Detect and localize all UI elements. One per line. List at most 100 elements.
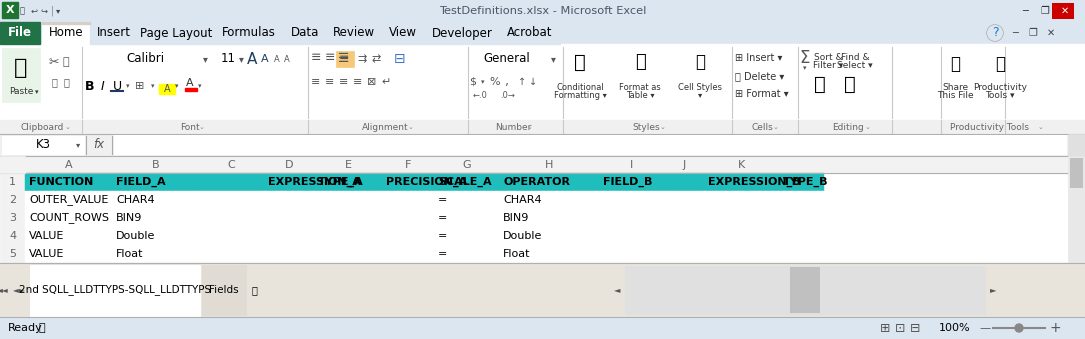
Bar	[90, 22, 138, 44]
Text: CHAR4: CHAR4	[116, 195, 155, 205]
Text: 🔧: 🔧	[995, 55, 1005, 73]
Bar	[1068, 156, 1085, 263]
Text: ▾: ▾	[203, 54, 207, 64]
Bar	[779, 245, 824, 263]
Text: E: E	[345, 160, 352, 170]
Bar	[25, 245, 112, 263]
Bar	[599, 209, 664, 227]
Text: H: H	[545, 160, 553, 170]
Text: Share: Share	[942, 83, 968, 93]
Circle shape	[1014, 324, 1023, 332]
Text: Double: Double	[116, 231, 155, 241]
Text: Alignment: Alignment	[361, 122, 408, 132]
Text: File: File	[8, 26, 31, 40]
Text: ►: ►	[20, 285, 25, 295]
Bar	[599, 245, 664, 263]
Text: ≡: ≡	[340, 77, 348, 87]
Text: Float: Float	[116, 249, 143, 259]
Bar	[1068, 134, 1085, 156]
Text: EXPRESSION_B: EXPRESSION_B	[709, 177, 801, 187]
Text: ⊟: ⊟	[909, 321, 920, 335]
Text: TYPE_A: TYPE_A	[318, 177, 363, 187]
Text: =: =	[438, 213, 447, 223]
Text: ▾: ▾	[698, 91, 702, 100]
Text: A: A	[65, 160, 73, 170]
Bar	[2, 2, 18, 18]
Text: ⌄: ⌄	[527, 124, 533, 130]
Bar	[0, 156, 1085, 173]
Bar	[499, 191, 599, 209]
Text: Float: Float	[503, 249, 531, 259]
Text: A: A	[284, 55, 290, 63]
Text: ⌄: ⌄	[1037, 124, 1044, 130]
Text: D: D	[284, 160, 293, 170]
Text: 5: 5	[9, 249, 16, 259]
Text: Find &: Find &	[841, 54, 869, 62]
Bar	[30, 265, 200, 317]
Bar	[112, 173, 199, 191]
Text: 100%: 100%	[940, 323, 971, 333]
Text: Productivity Tools: Productivity Tools	[950, 122, 1030, 132]
Bar	[434, 227, 499, 245]
Text: 🔤: 🔤	[814, 75, 826, 94]
Text: =: =	[438, 195, 447, 205]
Text: K: K	[738, 160, 745, 170]
Text: ⌄: ⌄	[64, 124, 71, 130]
Text: ?: ?	[992, 26, 998, 40]
Text: BIN9: BIN9	[116, 213, 142, 223]
Text: |: |	[50, 6, 53, 16]
Bar	[112, 191, 199, 209]
Bar	[434, 191, 499, 209]
Bar	[0, 134, 1085, 156]
Bar	[0, 173, 25, 191]
Text: Acrobat: Acrobat	[508, 26, 552, 40]
Text: A: A	[187, 78, 194, 88]
Text: Formatting ▾: Formatting ▾	[553, 91, 607, 100]
Bar	[264, 156, 314, 173]
Bar	[704, 227, 779, 245]
Text: ↓: ↓	[529, 77, 537, 87]
Bar	[704, 156, 779, 173]
Text: Home: Home	[49, 26, 84, 40]
Text: Clipboard: Clipboard	[21, 122, 64, 132]
Text: A: A	[275, 55, 280, 63]
Text: Font: Font	[180, 122, 200, 132]
Text: ▾: ▾	[550, 54, 556, 64]
Bar	[664, 156, 704, 173]
Bar	[25, 173, 112, 191]
Bar	[0, 22, 1085, 44]
Bar	[112, 245, 199, 263]
Text: Sort &: Sort &	[814, 54, 842, 62]
Bar	[199, 209, 264, 227]
Text: B: B	[86, 80, 94, 93]
Bar	[314, 209, 382, 227]
Bar	[0, 263, 1085, 317]
Text: ✕: ✕	[1047, 28, 1055, 38]
Text: Conditional: Conditional	[557, 83, 604, 93]
Text: 🗑 Delete ▾: 🗑 Delete ▾	[735, 71, 784, 81]
Bar	[499, 209, 599, 227]
Text: —: —	[980, 323, 991, 333]
Bar	[159, 84, 175, 94]
Text: ≡: ≡	[354, 77, 362, 87]
Bar	[88, 136, 110, 154]
Bar	[499, 245, 599, 263]
Text: ─: ─	[1022, 6, 1027, 16]
Text: This File: This File	[936, 91, 973, 100]
Text: ⌄: ⌄	[407, 124, 413, 130]
Text: ▾: ▾	[151, 83, 155, 89]
Bar	[264, 245, 314, 263]
Bar	[25, 209, 112, 227]
Text: ❐: ❐	[1029, 28, 1037, 38]
Text: 🖫: 🖫	[20, 6, 25, 16]
Bar	[314, 227, 382, 245]
Bar	[0, 22, 40, 44]
Text: 🎨: 🎨	[695, 53, 705, 71]
Text: ←.0: ←.0	[473, 92, 488, 100]
Text: ▾: ▾	[482, 79, 485, 85]
Bar	[434, 209, 499, 227]
Text: ◄◄: ◄◄	[0, 285, 9, 295]
Text: K3: K3	[36, 139, 51, 152]
Text: %: %	[489, 77, 500, 87]
Text: Review: Review	[333, 26, 375, 40]
